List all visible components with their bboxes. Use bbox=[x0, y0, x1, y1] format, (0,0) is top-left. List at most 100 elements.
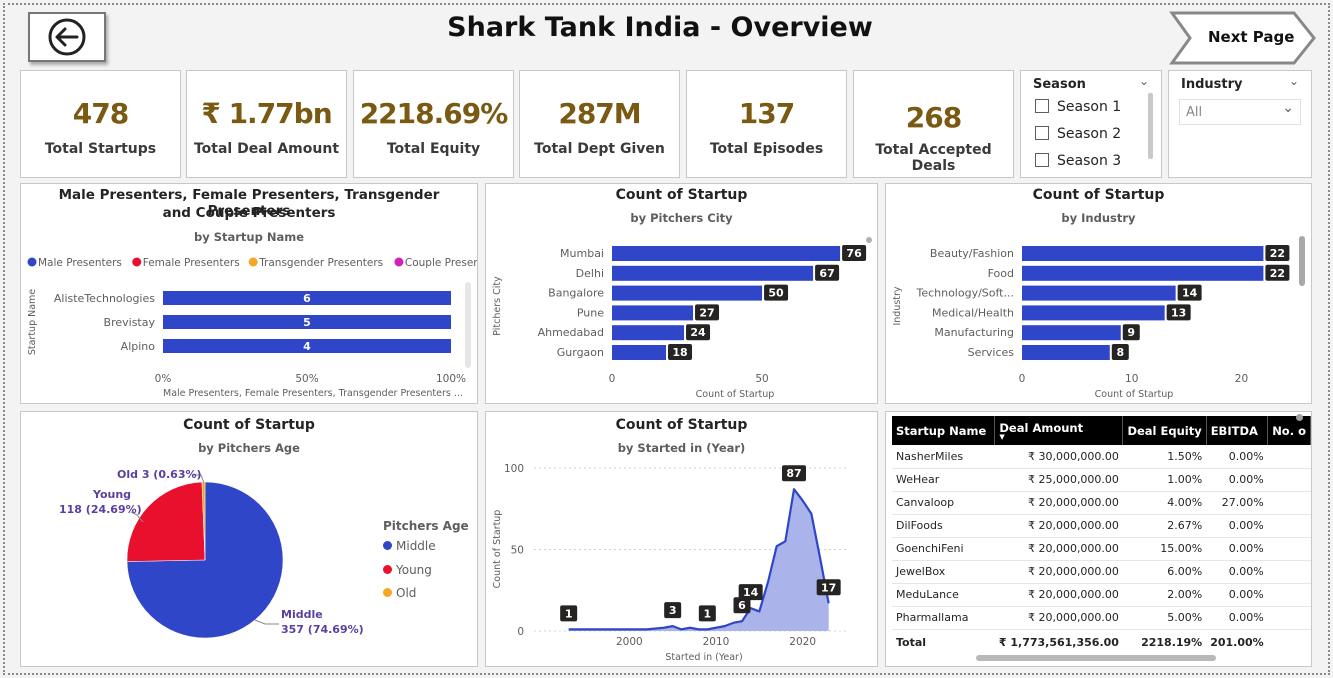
data-label: 1 bbox=[565, 607, 573, 620]
bar-Alpino bbox=[163, 339, 451, 353]
chart-title: Count of Startup bbox=[1032, 187, 1165, 203]
kpi-label: Total Dept Given bbox=[534, 141, 665, 157]
table-row[interactable]: NasherMiles ₹ 30,000,000.00 1.50% 0.00% bbox=[892, 445, 1311, 469]
bar-Manufacturing bbox=[1022, 325, 1121, 341]
data-label: 1 bbox=[704, 607, 712, 620]
kpi-card-total-deal-amount: ₹ 1.77bn Total Deal Amount bbox=[186, 70, 347, 178]
data-label: 13 bbox=[1171, 306, 1186, 319]
col-no[interactable]: No. o bbox=[1267, 416, 1311, 445]
industry-dropdown[interactable]: All ⌄ bbox=[1179, 99, 1301, 125]
kpi-label: Total Deal Amount bbox=[193, 141, 340, 157]
y-axis-label: Startup Name bbox=[27, 289, 38, 355]
year-area-chart: 0 50 100 2000 2010 2020 Started in (Year) Count… bbox=[492, 463, 846, 663]
table-cell: DilFoods bbox=[892, 514, 995, 538]
data-label-bg bbox=[738, 584, 763, 601]
legend-item-old[interactable]: Old bbox=[383, 586, 416, 600]
category-label: AlisteTechnologies bbox=[54, 292, 155, 305]
scrollbar-track bbox=[465, 282, 471, 368]
bar-Delhi bbox=[612, 265, 814, 281]
chevron-shape-icon bbox=[1169, 11, 1316, 65]
x-tick-label: 2020 bbox=[789, 636, 816, 648]
data-label-bg bbox=[816, 579, 841, 596]
scrollbar-thumb bbox=[866, 237, 872, 243]
table-cell: ₹ 20,000,000.00 bbox=[994, 606, 1123, 630]
chevron-down-icon[interactable]: ⌄ bbox=[1288, 74, 1299, 88]
deals-table-card: Startup Name Deal Amount ▼ Deal Equity EB… bbox=[885, 411, 1312, 667]
col-startup-name[interactable]: Startup Name bbox=[892, 416, 996, 445]
table-horizontal-scrollbar[interactable] bbox=[976, 655, 1216, 661]
table-vertical-scrollbar[interactable] bbox=[1296, 414, 1303, 421]
table-row[interactable]: WeHear ₹ 25,000,000.00 1.00% 0.00% bbox=[892, 468, 1311, 492]
col-deal-equity[interactable]: Deal Equity bbox=[1122, 416, 1207, 445]
table-cell: ₹ 20,000,000.00 bbox=[994, 560, 1123, 584]
col-ebitda[interactable]: EBITDA bbox=[1206, 416, 1269, 445]
season-option-1[interactable]: Season 1 bbox=[1035, 99, 1121, 115]
legend-label: Female Presenters bbox=[143, 257, 240, 269]
x-tick-label: 0 bbox=[609, 373, 616, 385]
scrollbar-thumb bbox=[1299, 236, 1305, 286]
checkbox[interactable] bbox=[1035, 99, 1049, 113]
data-label: 6 bbox=[738, 599, 746, 612]
category-label: Pune bbox=[577, 306, 604, 319]
bar-Ahmedabad bbox=[612, 325, 685, 341]
table-row[interactable]: JewelBox ₹ 20,000,000.00 6.00% 0.00% bbox=[892, 560, 1311, 584]
data-label: 22 bbox=[1270, 267, 1285, 280]
leader-line-old bbox=[193, 474, 205, 484]
checkbox[interactable] bbox=[1035, 126, 1049, 140]
data-label: 8 bbox=[1116, 346, 1124, 359]
back-button[interactable] bbox=[28, 12, 106, 62]
season-option-label: Season 1 bbox=[1057, 99, 1122, 115]
data-label-bg bbox=[764, 284, 789, 301]
table-cell: 0.00% bbox=[1206, 583, 1268, 607]
label-old: Old 3 (0.63%) bbox=[117, 468, 202, 481]
age-chart-card: Count of Startup by Pitchers Age Old 3 (… bbox=[20, 411, 478, 667]
season-option-3[interactable]: Season 3 bbox=[1035, 153, 1121, 169]
table-row[interactable]: MeduLance ₹ 20,000,000.00 2.00% 0.00% bbox=[892, 583, 1311, 607]
y-tick-label: 50 bbox=[511, 545, 524, 557]
category-label: Alpino bbox=[121, 340, 156, 353]
deals-table: Startup Name Deal Amount ▼ Deal Equity EB… bbox=[892, 416, 1311, 655]
bar-Gurgaon bbox=[612, 345, 667, 360]
bar-Technology/Soft... bbox=[1022, 285, 1176, 301]
table-cell: WeHear bbox=[892, 468, 995, 492]
presenters-chart-card: Male Presenters, Female Presenters, Tran… bbox=[20, 183, 478, 404]
category-label: Mumbai bbox=[560, 247, 604, 260]
chevron-down-icon[interactable]: ⌄ bbox=[1138, 74, 1149, 88]
legend-item-young[interactable]: Young bbox=[383, 563, 432, 577]
legend-item-middle[interactable]: Middle bbox=[383, 539, 436, 553]
table-cell: ₹ 20,000,000.00 bbox=[994, 514, 1123, 538]
chart-subtitle: by Pitchers City bbox=[630, 211, 733, 225]
city-chart-card: Count of Startup by Pitchers City Mumbai… bbox=[485, 183, 878, 404]
table-total-row[interactable]: Total ₹ 1,773,561,356.00 2218.19% 201.00% bbox=[892, 628, 1311, 655]
slicer-scrollbar[interactable] bbox=[1148, 93, 1153, 159]
table-row[interactable]: GoenchiFeni ₹ 20,000,000.00 15.00% 0.00% bbox=[892, 537, 1311, 561]
label-middle-value: 357 (74.69%) bbox=[281, 623, 364, 636]
category-label: Bangalore bbox=[548, 287, 604, 300]
category-label: Technology/Soft... bbox=[915, 287, 1014, 300]
table-cell: 15.00% bbox=[1122, 537, 1207, 561]
label-middle-name: Middle bbox=[281, 608, 323, 621]
x-axis-label: Count of Startup bbox=[696, 389, 775, 400]
legend-label: Old bbox=[396, 586, 417, 600]
table-row[interactable]: DilFoods ₹ 20,000,000.00 2.67% 0.00% bbox=[892, 514, 1311, 538]
area-fill bbox=[568, 489, 829, 631]
data-label-bg bbox=[560, 605, 578, 622]
data-label-bg bbox=[668, 344, 693, 360]
table-cell bbox=[1267, 445, 1311, 469]
data-label: 3 bbox=[669, 604, 677, 617]
table-cell: ₹ 25,000,000.00 bbox=[994, 468, 1123, 492]
category-label: Food bbox=[988, 267, 1014, 280]
data-label: 17 bbox=[821, 581, 836, 594]
checkbox[interactable] bbox=[1035, 153, 1049, 167]
season-option-2[interactable]: Season 2 bbox=[1035, 126, 1121, 142]
pie-slice-Young bbox=[126, 481, 206, 562]
pie-slice-Middle bbox=[126, 481, 284, 639]
table-cell: 0.00% bbox=[1206, 560, 1268, 584]
table-row[interactable]: Canvaloop ₹ 20,000,000.00 4.00% 27.00% bbox=[892, 491, 1311, 515]
col-deal-amount[interactable]: Deal Amount ▼ bbox=[994, 416, 1124, 445]
sort-desc-icon: ▼ bbox=[999, 433, 1005, 441]
table-cell bbox=[1267, 468, 1311, 492]
table-row[interactable]: Pharmallama ₹ 20,000,000.00 5.00% 0.00% bbox=[892, 606, 1311, 630]
next-page-button[interactable]: Next Page bbox=[1168, 10, 1318, 66]
table-cell: ₹ 20,000,000.00 bbox=[994, 491, 1123, 515]
